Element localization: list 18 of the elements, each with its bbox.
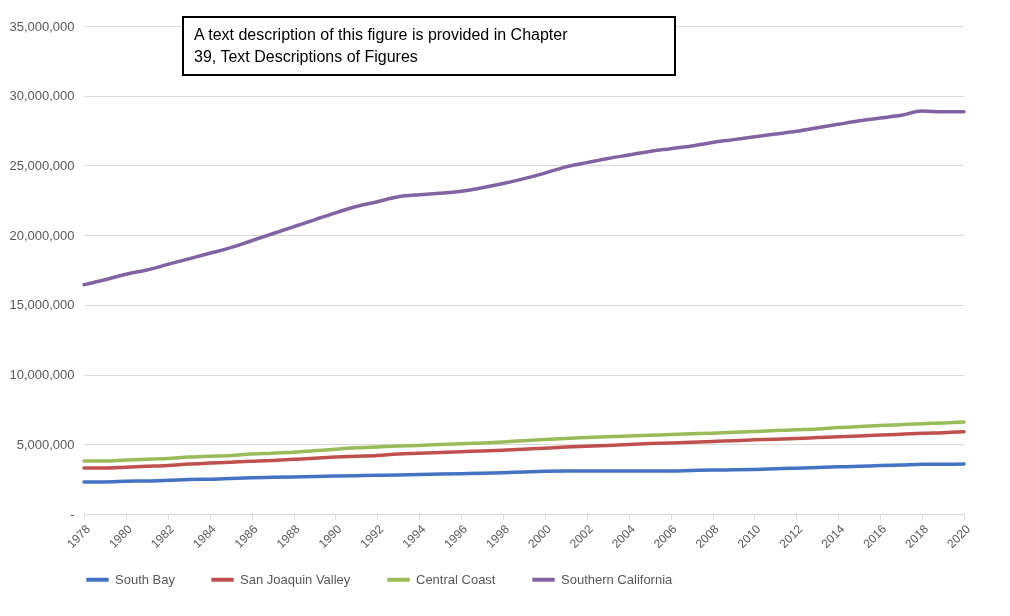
line-series xyxy=(82,429,966,470)
note-box: A text description of this figure is provided in Chapter 39, Text Descriptions of Figures xyxy=(182,16,676,76)
y-tick-label: 25,000,000 xyxy=(9,157,75,173)
line-series xyxy=(82,462,966,484)
y-tick-label: 35,000,000 xyxy=(9,18,75,34)
y-tick-label: 20,000,000 xyxy=(9,227,75,243)
y-tick-label: - xyxy=(70,506,75,522)
y-tick-label: 5,000,000 xyxy=(16,436,75,452)
legend-label: Southern California xyxy=(561,571,674,587)
annotation: A text description of this figure is provided in Chapter 39, Text Descriptions of Figures xyxy=(194,25,569,67)
y-tick-label: 15,000,000 xyxy=(9,297,75,313)
y-tick-label: 30,000,000 xyxy=(9,88,75,104)
y-tick-label: 10,000,000 xyxy=(9,367,75,383)
legend-label: Central Coast xyxy=(416,571,496,587)
line-series xyxy=(82,109,966,287)
legend-label: South Bay xyxy=(115,571,176,587)
legend-label: San Joaquin Valley xyxy=(240,571,351,587)
line-series xyxy=(82,420,966,463)
